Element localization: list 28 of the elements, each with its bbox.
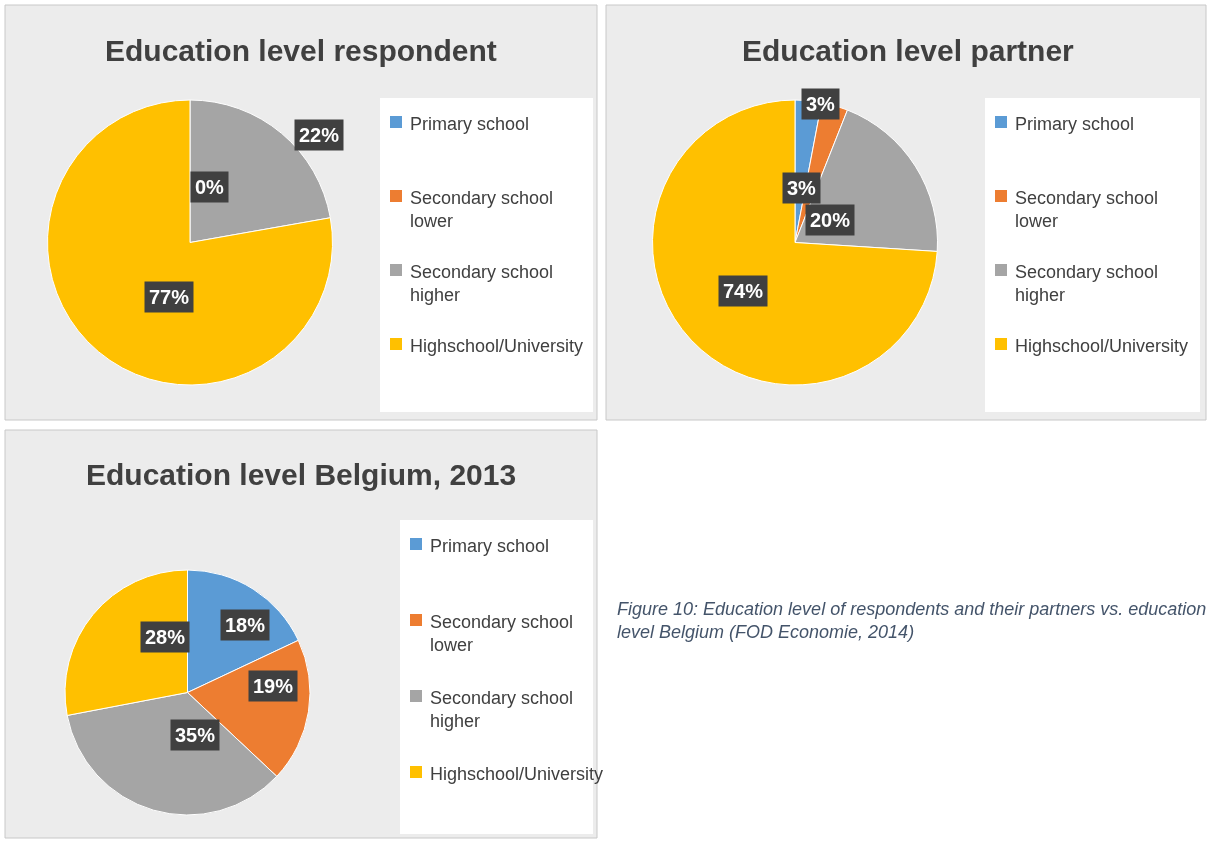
data-label: 74%: [723, 280, 764, 302]
legend-label: Secondary school lower: [410, 188, 554, 232]
data-label: 28%: [145, 626, 186, 648]
legend-label: Highschool/University: [410, 336, 584, 356]
data-label: 18%: [225, 614, 266, 636]
pie-slice: [652, 99, 938, 386]
chart-title: Education level partner: [742, 34, 1075, 67]
legend-label: Secondary school higher: [430, 688, 574, 732]
data-label: 3%: [806, 93, 836, 115]
legend-label: Secondary school lower: [1015, 188, 1159, 232]
legend-label: Highschool/University: [1015, 336, 1189, 356]
data-label: 22%: [299, 124, 340, 146]
chart-title: Education level respondent: [105, 34, 497, 67]
legend-label: Secondary school higher: [410, 262, 554, 306]
data-label: 35%: [175, 724, 216, 746]
legend-label: Highschool/University: [430, 764, 604, 784]
data-label: 20%: [810, 209, 851, 231]
legend-label: Primary school: [1015, 114, 1135, 134]
legend-label: Secondary school lower: [430, 612, 574, 656]
data-label: 3%: [787, 177, 817, 199]
chart-title: Education level Belgium, 2013: [86, 458, 517, 491]
legend-label: Primary school: [430, 536, 550, 556]
data-label: 77%: [149, 286, 190, 308]
text: 0%: [195, 176, 224, 198]
legend-label: Primary school: [410, 114, 530, 134]
caption: Figure 10: Education level of respondents and their partners vs. education level Belgium (FOD Economie, 2014): [617, 599, 1207, 643]
legend-label: Secondary school higher: [1015, 262, 1159, 306]
data-label: 19%: [253, 675, 294, 697]
